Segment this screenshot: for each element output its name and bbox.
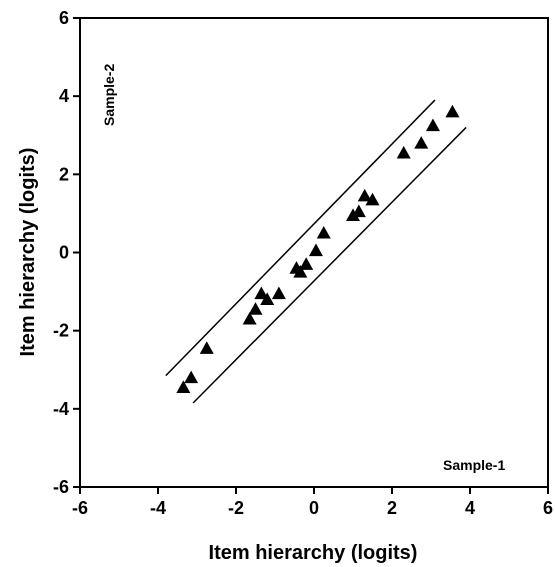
data-point-triangle bbox=[308, 243, 323, 257]
y-axis-title: Item hierarchy (logits) bbox=[17, 148, 39, 357]
data-point-triangle bbox=[184, 370, 199, 384]
data-point-triangle bbox=[299, 257, 314, 270]
data-point-triangle bbox=[445, 104, 460, 118]
y-tick-label: -4 bbox=[53, 399, 69, 419]
data-point-triangle bbox=[271, 286, 286, 300]
data-point-triangle bbox=[316, 225, 331, 239]
y-tick-label: 0 bbox=[59, 243, 69, 263]
x-tick-label: 4 bbox=[465, 498, 475, 518]
x-tick-label: -4 bbox=[150, 498, 166, 518]
y-axis-ticks: -6 -4 -2 0 2 4 6 bbox=[53, 8, 80, 497]
x-tick-label: -6 bbox=[72, 498, 88, 518]
data-point-triangle bbox=[396, 145, 411, 159]
data-point-triangle bbox=[414, 136, 429, 149]
y-tick-label: -6 bbox=[53, 477, 69, 497]
data-point-triangle bbox=[357, 188, 372, 202]
data-point-triangle bbox=[260, 292, 275, 305]
x-axis-title: Item hierarchy (logits) bbox=[209, 542, 418, 564]
data-point-triangle bbox=[351, 204, 366, 218]
reference-lines bbox=[165, 99, 467, 404]
x-tick-label: 2 bbox=[387, 498, 397, 518]
y-tick-label: 2 bbox=[59, 164, 69, 184]
annotation-sample-1: Sample-1 bbox=[443, 457, 505, 473]
data-point-triangle bbox=[425, 118, 440, 132]
y-tick-label: 4 bbox=[59, 86, 69, 106]
data-point-triangle bbox=[254, 286, 269, 300]
reference-line-upper bbox=[165, 99, 436, 377]
data-point-triangle bbox=[176, 380, 191, 393]
y-tick-label: -2 bbox=[53, 321, 69, 341]
reference-line-lower bbox=[192, 126, 467, 404]
x-tick-label: -2 bbox=[228, 498, 244, 518]
x-axis-ticks: -6 -4 -2 0 2 4 6 bbox=[72, 487, 553, 518]
y-tick-label: 6 bbox=[59, 8, 69, 28]
data-point-triangle bbox=[365, 192, 380, 206]
x-tick-label: 6 bbox=[543, 498, 553, 518]
data-point-triangle bbox=[346, 208, 360, 221]
data-point-triangle bbox=[293, 265, 308, 278]
x-tick-label: 0 bbox=[309, 498, 319, 518]
annotation-sample-2: Sample-2 bbox=[101, 64, 117, 126]
data-point-triangle bbox=[242, 311, 257, 325]
data-point-triangle bbox=[199, 341, 214, 354]
data-point-triangle bbox=[248, 302, 263, 315]
data-points bbox=[176, 104, 460, 393]
